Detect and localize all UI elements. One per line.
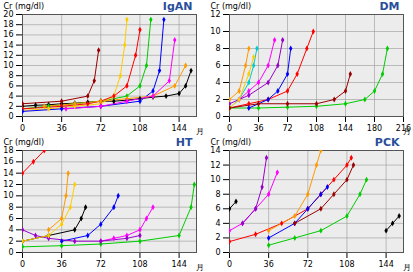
svg-text:0: 0 — [8, 248, 13, 257]
svg-text:6: 6 — [8, 214, 13, 223]
svg-text:4: 4 — [215, 219, 220, 228]
svg-text:144: 144 — [171, 124, 186, 133]
svg-text:72: 72 — [96, 124, 106, 133]
svg-text:72: 72 — [303, 260, 313, 269]
svg-text:月: 月 — [403, 263, 411, 272]
svg-text:6: 6 — [215, 204, 220, 213]
svg-text:180: 180 — [367, 124, 382, 133]
svg-text:0: 0 — [8, 112, 13, 121]
svg-text:12: 12 — [210, 161, 220, 170]
svg-text:108: 108 — [309, 124, 324, 133]
svg-text:4: 4 — [8, 92, 13, 101]
svg-text:144: 144 — [378, 260, 393, 269]
svg-text:144: 144 — [171, 260, 186, 269]
svg-text:18: 18 — [3, 146, 13, 155]
svg-text:6: 6 — [215, 61, 220, 70]
svg-text:2: 2 — [215, 233, 220, 242]
svg-text:Cr (mg/dl): Cr (mg/dl) — [211, 138, 252, 147]
svg-text:16: 16 — [3, 157, 13, 166]
svg-text:0: 0 — [215, 112, 220, 121]
svg-text:14: 14 — [210, 146, 220, 155]
svg-text:6: 6 — [8, 81, 13, 90]
svg-text:18: 18 — [3, 20, 13, 29]
svg-text:144: 144 — [338, 124, 353, 133]
svg-text:0: 0 — [20, 124, 25, 133]
svg-text:IgAN: IgAN — [163, 0, 193, 13]
svg-text:月: 月 — [403, 127, 411, 136]
svg-text:10: 10 — [3, 191, 13, 200]
svg-text:HT: HT — [176, 136, 193, 149]
svg-text:2: 2 — [8, 102, 13, 111]
svg-text:36: 36 — [253, 124, 263, 133]
svg-text:0: 0 — [227, 260, 232, 269]
svg-text:月: 月 — [196, 263, 204, 272]
svg-text:108: 108 — [132, 260, 147, 269]
svg-text:16: 16 — [3, 30, 13, 39]
svg-text:2: 2 — [8, 237, 13, 246]
svg-text:2: 2 — [215, 95, 220, 104]
svg-text:36: 36 — [57, 124, 67, 133]
svg-text:10: 10 — [210, 175, 220, 184]
svg-text:4: 4 — [215, 78, 220, 87]
svg-text:0: 0 — [227, 124, 232, 133]
svg-text:8: 8 — [215, 190, 220, 199]
svg-text:DM: DM — [379, 0, 399, 13]
svg-text:Cr (mg/dl): Cr (mg/dl) — [4, 138, 45, 147]
svg-text:8: 8 — [8, 203, 13, 212]
svg-text:20: 20 — [3, 10, 13, 19]
svg-text:12: 12 — [3, 180, 13, 189]
svg-text:Cr (mg/dl): Cr (mg/dl) — [211, 2, 252, 11]
svg-text:12: 12 — [210, 10, 220, 19]
svg-text:PCK: PCK — [375, 136, 400, 149]
svg-text:10: 10 — [210, 27, 220, 36]
svg-text:36: 36 — [264, 260, 274, 269]
svg-text:12: 12 — [3, 51, 13, 60]
svg-text:0: 0 — [20, 260, 25, 269]
svg-text:8: 8 — [8, 71, 13, 80]
svg-text:72: 72 — [96, 260, 106, 269]
svg-text:14: 14 — [3, 41, 13, 50]
svg-text:4: 4 — [8, 225, 13, 234]
svg-text:108: 108 — [339, 260, 354, 269]
svg-text:8: 8 — [215, 44, 220, 53]
svg-text:108: 108 — [132, 124, 147, 133]
svg-text:0: 0 — [215, 248, 220, 257]
svg-text:Cr (mg/dl): Cr (mg/dl) — [4, 2, 45, 11]
svg-text:10: 10 — [3, 61, 13, 70]
svg-text:14: 14 — [3, 169, 13, 178]
svg-text:72: 72 — [282, 124, 292, 133]
svg-text:月: 月 — [196, 127, 204, 136]
svg-text:36: 36 — [57, 260, 67, 269]
